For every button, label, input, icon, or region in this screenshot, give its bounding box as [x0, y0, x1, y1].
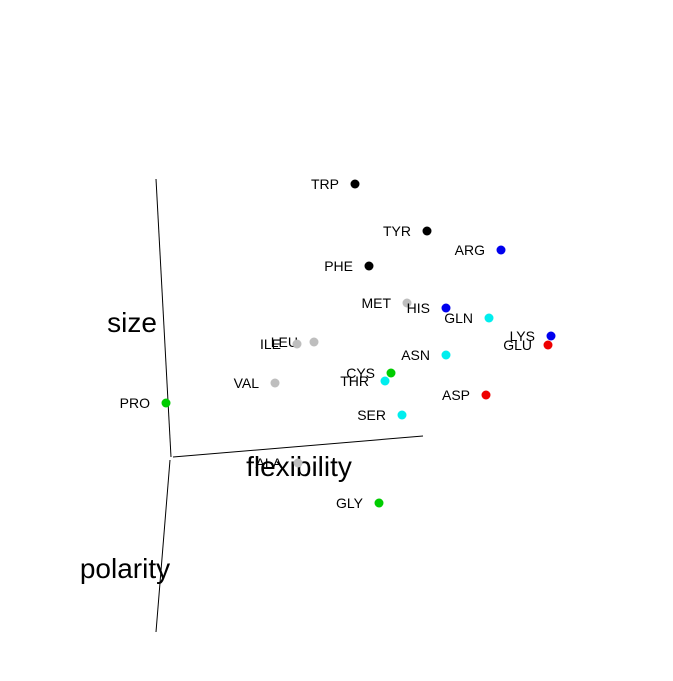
point-tyr	[422, 226, 432, 236]
point-label-arg: ARG	[455, 242, 485, 258]
point-label-cys: CYS	[346, 365, 375, 381]
point-label-his: HIS	[407, 300, 430, 316]
point-label-met: MET	[361, 295, 391, 311]
point-label-val: VAL	[234, 375, 260, 391]
point-label-phe: PHE	[324, 258, 353, 274]
point-thr	[380, 376, 390, 386]
point-label-pro: PRO	[120, 395, 150, 411]
point-label-ile: ILE	[260, 336, 281, 352]
flexibility-axis-line	[172, 435, 424, 458]
point-val	[270, 378, 280, 388]
axes-group	[155, 178, 424, 633]
point-arg	[496, 245, 506, 255]
point-gln	[484, 313, 494, 323]
point-label-ala: ALA	[256, 455, 283, 471]
point-label-glu: GLU	[503, 337, 532, 353]
point-glu	[543, 340, 553, 350]
size-axis-title: size	[107, 307, 157, 338]
point-label-ser: SER	[357, 407, 386, 423]
point-ala	[293, 458, 303, 468]
point-gly	[374, 498, 384, 508]
point-trp	[350, 179, 360, 189]
point-cys	[386, 368, 396, 378]
point-label-thr: THR	[340, 373, 369, 389]
point-label-leu: LEU	[271, 334, 298, 350]
point-ile	[292, 339, 302, 349]
point-lys	[546, 331, 556, 341]
point-label-gly: GLY	[336, 495, 364, 511]
point-label-trp: TRP	[311, 176, 339, 192]
polarity-axis-line	[155, 459, 171, 633]
point-leu	[309, 337, 319, 347]
polarity-axis-title: polarity	[80, 553, 170, 584]
point-phe	[364, 261, 374, 271]
point-pro	[161, 398, 171, 408]
point-label-gln: GLN	[444, 310, 473, 326]
point-label-tyr: TYR	[383, 223, 411, 239]
point-label-lys: LYS	[510, 328, 535, 344]
point-his	[441, 303, 451, 313]
point-label-asn: ASN	[401, 347, 430, 363]
point-asn	[441, 350, 451, 360]
size-axis-line	[155, 178, 172, 458]
point-met	[402, 298, 412, 308]
point-label-asp: ASP	[442, 387, 470, 403]
point-asp	[481, 390, 491, 400]
point-ser	[397, 410, 407, 420]
